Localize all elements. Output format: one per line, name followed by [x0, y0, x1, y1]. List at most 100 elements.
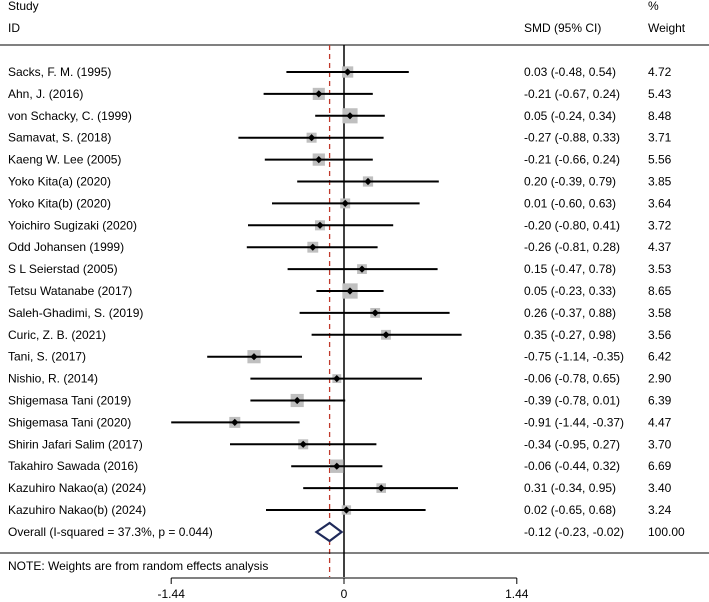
point-estimate	[341, 199, 349, 207]
study-row: Takahiro Sawada (2016) -0.06 (-0.44, 0.32…	[8, 459, 672, 473]
study-name: Ahn, J. (2016)	[8, 87, 83, 101]
study-row: Yoko Kita(a) (2020) 0.20 (-0.39, 0.79) 3.8…	[8, 175, 672, 189]
study-name: Saleh-Ghadimi, S. (2019)	[8, 306, 143, 320]
header-id: ID	[8, 21, 20, 35]
study-weight: 6.42	[648, 350, 672, 364]
x-tick-label: -1.44	[158, 587, 186, 601]
point-estimate	[364, 177, 372, 186]
study-weight: 5.56	[648, 153, 672, 167]
x-tick-label: 0	[341, 587, 348, 601]
study-weight: 3.40	[648, 481, 672, 495]
study-ci: 0.05 (-0.23, 0.33)	[524, 284, 616, 298]
study-row: Samavat, S. (2018) -0.27 (-0.88, 0.33) 3.7…	[8, 131, 672, 145]
study-weight: 3.53	[648, 262, 672, 276]
header-weight: Weight	[648, 21, 686, 35]
study-ci: -0.75 (-1.14, -0.35)	[524, 350, 624, 364]
study-ci: 0.15 (-0.47, 0.78)	[524, 262, 616, 276]
point-estimate	[333, 375, 341, 383]
header-percent: %	[648, 0, 659, 13]
study-weight: 5.43	[648, 87, 672, 101]
point-estimate	[315, 156, 323, 164]
study-ci: 0.26 (-0.37, 0.88)	[524, 306, 616, 320]
point-estimate	[371, 309, 379, 317]
study-weight: 3.24	[648, 503, 672, 517]
study-weight: 4.47	[648, 415, 672, 429]
study-name: von Schacky, C. (1999)	[8, 109, 132, 123]
study-name: Nishio, R. (2014)	[8, 372, 98, 386]
point-estimate	[377, 484, 385, 492]
study-weight: 4.37	[648, 240, 672, 254]
study-ci: -0.26 (-0.81, 0.28)	[524, 240, 620, 254]
point-estimate	[316, 221, 324, 229]
study-row: Odd Johansen (1999) -0.26 (-0.81, 0.28) 4.…	[8, 240, 672, 254]
study-ci: 0.20 (-0.39, 0.79)	[524, 175, 616, 189]
study-ci: 0.03 (-0.48, 0.54)	[524, 65, 616, 79]
study-row: von Schacky, C. (1999) 0.05 (-0.24, 0.34)…	[8, 108, 672, 124]
study-row: Tani, S. (2017) -0.75 (-1.14, -0.35) 6.42	[8, 350, 672, 364]
study-name: Shigemasa Tani (2019)	[8, 394, 131, 408]
study-ci: -0.06 (-0.44, 0.32)	[524, 459, 620, 473]
study-name: S L Seierstad (2005)	[8, 262, 118, 276]
point-estimate	[382, 331, 390, 339]
study-row: Tetsu Watanabe (2017) 0.05 (-0.23, 0.33) 8…	[8, 283, 672, 299]
study-rows: Sacks, F. M. (1995) 0.03 (-0.48, 0.54) 4.7…	[8, 65, 672, 517]
study-weight: 4.72	[648, 65, 672, 79]
point-estimate	[333, 462, 341, 470]
study-weight: 8.65	[648, 284, 672, 298]
study-weight: 3.72	[648, 218, 672, 232]
study-row: Nishio, R. (2014) -0.06 (-0.78, 0.65) 2.90	[8, 372, 672, 386]
study-row: Saleh-Ghadimi, S. (2019) 0.26 (-0.37, 0.8…	[8, 306, 672, 320]
point-estimate	[358, 265, 366, 273]
study-ci: 0.05 (-0.24, 0.34)	[524, 109, 616, 123]
study-row: Kazuhiro Nakao(a) (2024) 0.31 (-0.34, 0.9…	[8, 481, 672, 495]
study-row: Shirin Jafari Salim (2017) -0.34 (-0.95, …	[8, 437, 672, 451]
study-row: Shigemasa Tani (2020) -0.91 (-1.44, -0.37…	[8, 415, 672, 429]
point-estimate	[342, 506, 350, 514]
study-name: Kaeng W. Lee (2005)	[8, 153, 121, 167]
study-weight: 2.90	[648, 372, 672, 386]
study-ci: -0.21 (-0.66, 0.24)	[524, 153, 620, 167]
x-axis-ticks: -1.44 0 1.44	[158, 578, 529, 601]
study-row: Shigemasa Tani (2019) -0.39 (-0.78, 0.01)…	[8, 394, 672, 408]
overall-diamond	[314, 521, 344, 543]
header-study: Study	[8, 0, 39, 13]
point-estimate	[231, 418, 239, 426]
study-name: Tani, S. (2017)	[8, 350, 86, 364]
study-ci: -0.21 (-0.67, 0.24)	[524, 87, 620, 101]
note-text: NOTE: Weights are from random effects an…	[8, 559, 268, 573]
overall-weight: 100.00	[648, 525, 685, 539]
study-weight: 8.48	[648, 109, 672, 123]
study-ci: -0.39 (-0.78, 0.01)	[524, 394, 620, 408]
study-ci: -0.34 (-0.95, 0.27)	[524, 437, 620, 451]
header-smd: SMD (95% CI)	[524, 21, 601, 35]
point-estimate	[299, 440, 307, 448]
study-ci: -0.27 (-0.88, 0.33)	[524, 131, 620, 145]
study-weight: 3.58	[648, 306, 672, 320]
study-name: Shirin Jafari Salim (2017)	[8, 437, 143, 451]
study-ci: -0.06 (-0.78, 0.65)	[524, 372, 620, 386]
study-weight: 6.69	[648, 459, 672, 473]
x-tick-label: 1.44	[505, 587, 529, 601]
study-row: Kazuhiro Nakao(b) (2024) 0.02 (-0.65, 0.6…	[8, 503, 672, 517]
study-weight: 3.70	[648, 437, 672, 451]
study-row: Ahn, J. (2016) -0.21 (-0.67, 0.24) 5.43	[8, 87, 672, 101]
study-name: Curic, Z. B. (2021)	[8, 328, 106, 342]
study-weight: 3.85	[648, 175, 672, 189]
point-estimate	[346, 112, 354, 120]
study-name: Kazuhiro Nakao(b) (2024)	[8, 503, 146, 517]
study-row: Sacks, F. M. (1995) 0.03 (-0.48, 0.54) 4.7…	[8, 65, 672, 79]
study-name: Yoko Kita(a) (2020)	[8, 175, 111, 189]
study-ci: -0.20 (-0.80, 0.41)	[524, 218, 620, 232]
study-name: Kazuhiro Nakao(a) (2024)	[8, 481, 146, 495]
study-row: Curic, Z. B. (2021) 0.35 (-0.27, 0.98) 3.5…	[8, 328, 672, 342]
study-name: Yoichiro Sugizaki (2020)	[8, 218, 137, 232]
study-name: Yoko Kita(b) (2020)	[8, 196, 111, 210]
point-estimate	[250, 353, 258, 361]
study-name: Takahiro Sawada (2016)	[8, 459, 138, 473]
overall-row: Overall (I-squared = 37.3%, p = 0.044) -…	[8, 521, 685, 543]
study-row: Yoko Kita(b) (2020) 0.01 (-0.60, 0.63) 3.6…	[8, 196, 672, 210]
study-row: S L Seierstad (2005) 0.15 (-0.47, 0.78) 3.…	[8, 262, 672, 276]
point-estimate	[309, 243, 317, 251]
study-weight: 3.71	[648, 131, 672, 145]
study-ci: 0.35 (-0.27, 0.98)	[524, 328, 616, 342]
